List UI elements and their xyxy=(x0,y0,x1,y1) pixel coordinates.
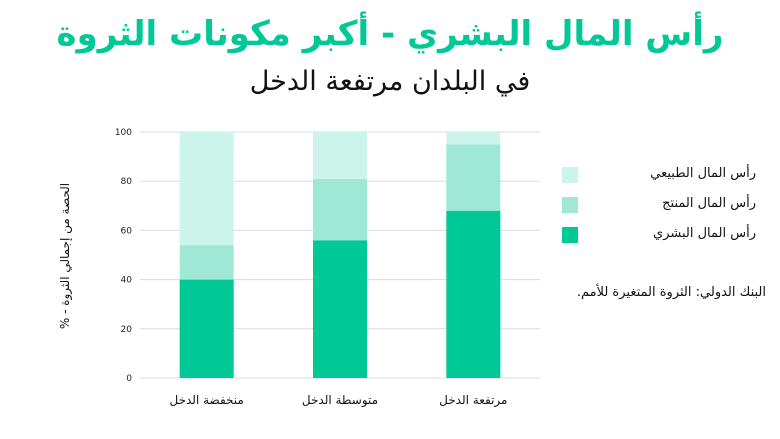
legend-swatch-human xyxy=(562,227,578,243)
chart-subtitle: في البلدان مرتفعة الدخل xyxy=(249,66,531,97)
y-tick-label-20: 20 xyxy=(121,325,133,335)
bar-1-series-0 xyxy=(313,240,367,378)
bar-2-series-1 xyxy=(446,144,501,211)
y-tick-label-60: 60 xyxy=(121,226,133,236)
legend-item-human: رأس المال البشري xyxy=(540,224,770,244)
bar-0-series-1 xyxy=(179,245,234,280)
legend-swatch-natural xyxy=(562,167,578,183)
x-tick-label-1: متوسطة الدخل xyxy=(302,393,378,408)
x-tick-label-0: منخفضة الدخل xyxy=(170,393,244,407)
legend-swatch-produced xyxy=(562,197,578,213)
bar-2-series-0 xyxy=(446,210,501,378)
x-tick-label-2: مرتفعة الدخل xyxy=(439,393,507,408)
source-note: البنك الدولي: الثروة المتغيرة للأمم. xyxy=(576,285,766,300)
y-tick-label-100: 100 xyxy=(115,128,132,138)
y-tick-label-0: 0 xyxy=(126,374,132,384)
legend-label-human: رأس المال البشري xyxy=(653,226,756,241)
legend-label-produced: رأس المال المنتج xyxy=(662,196,756,211)
legend-item-natural: رأس المال الطبيعي xyxy=(540,164,770,184)
bar-2-series-2 xyxy=(446,132,501,145)
bar-0-series-0 xyxy=(179,279,234,378)
bar-1-series-2 xyxy=(313,132,367,179)
y-tick-label-80: 80 xyxy=(121,177,133,187)
y-tick-label-40: 40 xyxy=(121,276,133,286)
legend-item-produced: رأس المال المنتج xyxy=(540,194,770,214)
chart-title: رأس المال البشري - أكبر مكونات الثروة xyxy=(56,14,724,54)
bar-1-series-1 xyxy=(313,178,367,241)
legend-label-natural: رأس المال الطبيعي xyxy=(650,166,756,181)
bar-0-series-2 xyxy=(179,132,234,246)
